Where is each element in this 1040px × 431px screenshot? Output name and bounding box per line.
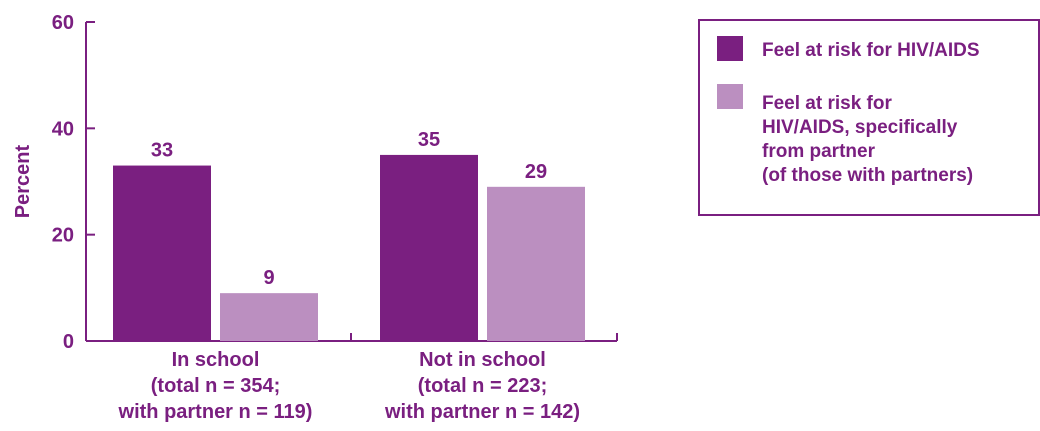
y-tick-label: 60: [52, 12, 74, 34]
y-tick-label: 40: [52, 118, 74, 140]
data-label: 29: [525, 161, 547, 183]
x-category-label: (total n = 223;: [418, 375, 547, 397]
bar: [487, 186, 585, 341]
legend-label: Feel at risk for: [762, 93, 892, 114]
bar: [113, 165, 211, 341]
legend-label: HIV/AIDS, specifically: [762, 117, 958, 138]
bar: [380, 154, 478, 341]
y-tick-label: 20: [52, 225, 74, 247]
legend-swatch: [717, 36, 743, 61]
data-label: 33: [151, 140, 173, 162]
y-tick-label: 0: [63, 331, 74, 353]
legend-label: (of those with partners): [762, 165, 973, 186]
x-category-label: In school: [172, 349, 260, 371]
legend-box: [698, 19, 1040, 216]
x-category-label: with partner n = 142): [384, 401, 580, 423]
x-category-label: Not in school: [419, 349, 546, 371]
data-label: 35: [418, 129, 440, 151]
x-category-label: with partner n = 119): [118, 401, 313, 423]
legend-label: from partner: [762, 141, 876, 162]
y-axis-title: Percent: [12, 144, 34, 218]
x-category-label: (total n = 354;: [151, 375, 280, 397]
legend-label: Feel at risk for HIV/AIDS: [762, 40, 980, 61]
data-label: 9: [263, 267, 274, 289]
bar: [220, 293, 318, 341]
legend-swatch: [717, 84, 743, 109]
